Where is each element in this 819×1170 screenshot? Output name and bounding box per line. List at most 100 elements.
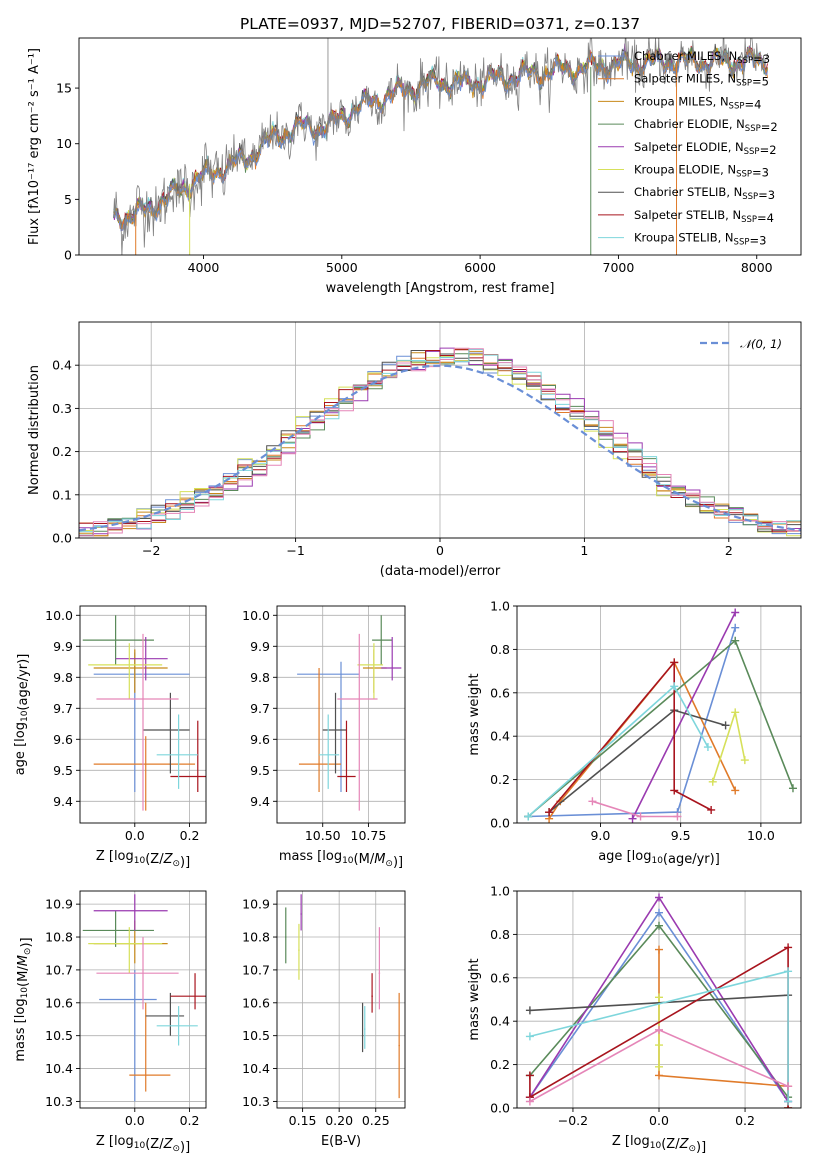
axes-frame bbox=[276, 605, 406, 824]
residual-histogram bbox=[79, 347, 801, 537]
x-tick-label: 0.2 bbox=[180, 828, 200, 843]
x-tick-label: 10.50 bbox=[305, 828, 341, 843]
plus-marker bbox=[655, 921, 663, 930]
y-tick-label: 0.2 bbox=[52, 444, 72, 459]
axes-frame bbox=[79, 605, 207, 824]
x-tick-label: 10.0 bbox=[747, 828, 775, 843]
plus-marker bbox=[673, 812, 682, 821]
plus-marker bbox=[784, 1097, 793, 1106]
normal-curve bbox=[79, 364, 801, 532]
plot-area-mass_vs_ebv bbox=[285, 894, 400, 1099]
y-tick-label: 10.4 bbox=[45, 1061, 73, 1076]
plot-area-spectrum bbox=[113, 38, 768, 255]
y-tick-label: 0.6 bbox=[490, 970, 510, 985]
y-tick-label: 10.9 bbox=[45, 897, 73, 912]
plot-area-age_vs_Z bbox=[82, 615, 206, 811]
figure-title: PLATE=0937, MJD=52707, FIBERID=0371, z=0… bbox=[240, 15, 640, 33]
y-tick-label: 0.3 bbox=[52, 401, 72, 416]
y-tick-label: 9.6 bbox=[250, 732, 270, 747]
y-tick-label: 10.0 bbox=[242, 608, 270, 623]
plus-marker bbox=[721, 721, 730, 730]
y-tick-label: 9.9 bbox=[250, 639, 270, 654]
y-tick-label: 10.6 bbox=[242, 995, 270, 1010]
y-tick-label: 0.0 bbox=[490, 816, 510, 831]
y-tick-label: 10.3 bbox=[242, 1094, 270, 1109]
axes-mass_vs_ebv: 0.15 0.20 0.25 10.3 10.4 10.5 10.6 10.7 10.8 10.9… bbox=[242, 890, 406, 1149]
x-tick-label: 0.15 bbox=[289, 1113, 317, 1128]
y-axis-label: age [log10(age/yr)] bbox=[13, 654, 31, 776]
legend-label: Kroupa MILES, NSSP=4 bbox=[634, 94, 761, 111]
y-tick-label: 0.0 bbox=[52, 531, 72, 546]
axes-weight_vs_age: 9.0 9.5 10.0 0.0 0.2 0.4 0.6 0.8 1.0 age [log10(a… bbox=[467, 599, 802, 867]
x-tick-label: 4000 bbox=[188, 260, 220, 275]
legend-label: Kroupa STELIB, NSSP=3 bbox=[634, 231, 766, 248]
legend-label: Salpeter ELODIE, NSSP=2 bbox=[634, 140, 777, 157]
x-tick-label: 0.2 bbox=[735, 1113, 755, 1128]
x-tick-label: 0.2 bbox=[180, 1113, 200, 1128]
axes-age_vs_mass: 10.50 10.75 9.4 9.5 9.6 9.7 9.8 9.9 10.0 mass [lo… bbox=[242, 605, 406, 870]
observed-spectrum-line bbox=[113, 38, 768, 255]
y-tick-label: 9.5 bbox=[250, 763, 270, 778]
plus-marker bbox=[784, 1082, 793, 1091]
spectrum-legend: Chabrier MILES, NSSP=3 Salpeter MILES, NS… bbox=[598, 49, 778, 248]
plus-marker bbox=[655, 1071, 663, 1080]
x-tick-label: 5000 bbox=[326, 260, 358, 275]
plus-marker bbox=[708, 777, 717, 786]
y-tick-label: 10.7 bbox=[45, 962, 73, 977]
y-tick-label: 0.0 bbox=[490, 1101, 510, 1116]
plot-area-age_vs_mass bbox=[297, 615, 402, 811]
axes-frame bbox=[79, 890, 207, 1109]
plus-marker bbox=[731, 786, 740, 795]
legend-label: Chabrier ELODIE, NSSP=2 bbox=[634, 117, 778, 134]
x-tick-label: 7000 bbox=[603, 260, 635, 275]
x-axis-label: mass [log10(M/M⊙)] bbox=[279, 849, 403, 870]
x-axis-label: Z [log10(Z/Z⊙)] bbox=[612, 1134, 706, 1155]
y-tick-label: 0.1 bbox=[52, 487, 72, 502]
plot-area-residuals bbox=[79, 347, 801, 537]
x-tick-label: 6000 bbox=[464, 260, 496, 275]
plus-marker bbox=[740, 756, 749, 765]
plus-marker bbox=[670, 682, 679, 691]
y-tick-label: 5 bbox=[64, 192, 72, 207]
y-tick-label: 9.5 bbox=[53, 763, 73, 778]
y-axis-label: mass [log10(M/M⊙)] bbox=[13, 937, 34, 1061]
y-tick-label: 0.8 bbox=[490, 927, 510, 942]
x-tick-label: 0.0 bbox=[125, 828, 145, 843]
x-axis-label: wavelength [Angstrom, rest frame] bbox=[326, 281, 555, 296]
y-tick-label: 0.4 bbox=[490, 729, 510, 744]
x-tick-label: 8000 bbox=[741, 260, 773, 275]
legend-label: Chabrier STELIB, NSSP=3 bbox=[634, 185, 775, 202]
y-tick-label: 1.0 bbox=[490, 599, 510, 614]
plus-marker bbox=[524, 812, 533, 821]
y-tick-label: 10.0 bbox=[45, 608, 73, 623]
mass-weight-line bbox=[658, 949, 789, 1108]
plus-marker bbox=[731, 608, 740, 617]
plus-marker bbox=[731, 708, 740, 717]
y-tick-label: 9.8 bbox=[53, 670, 73, 685]
y-tick-label: 9.8 bbox=[250, 670, 270, 685]
y-tick-label: 9.9 bbox=[53, 639, 73, 654]
axes-residuals: −2 −1 0 1 2 0.0 0.1 0.2 0.3 0.4 (data-model)/error… bbox=[27, 321, 802, 579]
plus-marker bbox=[670, 786, 679, 795]
x-axis-label: Z [log10(Z/Z⊙)] bbox=[96, 849, 190, 870]
mass-weight-line bbox=[529, 994, 789, 1012]
y-tick-label: 10 bbox=[56, 136, 72, 151]
plus-marker bbox=[588, 797, 597, 806]
y-tick-label: 10.7 bbox=[242, 962, 270, 977]
axes-spectrum: 4000 5000 6000 7000 8000 0 5 10 15 wavelength [An… bbox=[27, 37, 802, 296]
y-tick-label: 9.7 bbox=[250, 701, 270, 716]
axes-age_vs_Z: 0.0 0.2 9.4 9.5 9.6 9.7 9.8 9.9 10.0 Z [log10(Z/Z… bbox=[13, 605, 207, 870]
plus-marker bbox=[628, 814, 637, 823]
plus-marker bbox=[731, 636, 740, 645]
y-tick-label: 10.8 bbox=[242, 930, 270, 945]
y-tick-label: 0 bbox=[64, 248, 72, 263]
x-tick-label: −2 bbox=[142, 543, 160, 558]
plus-marker bbox=[707, 805, 716, 814]
plus-marker bbox=[525, 1006, 534, 1015]
x-tick-label: 0.25 bbox=[362, 1113, 390, 1128]
y-tick-label: 0.2 bbox=[490, 1057, 510, 1072]
y-tick-label: 0.4 bbox=[490, 1014, 510, 1029]
y-tick-label: 10.4 bbox=[242, 1061, 270, 1076]
plus-marker bbox=[788, 784, 797, 793]
